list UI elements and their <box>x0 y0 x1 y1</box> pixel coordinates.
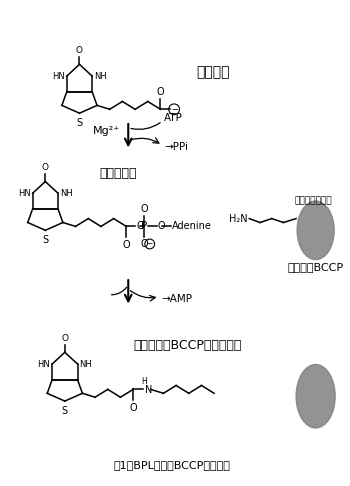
Text: O: O <box>130 403 137 413</box>
Text: HN: HN <box>37 360 50 368</box>
Text: HN: HN <box>18 189 31 198</box>
Text: ATP: ATP <box>164 113 183 123</box>
Text: O: O <box>42 163 49 172</box>
Text: 特定リジン残基: 特定リジン残基 <box>295 196 332 206</box>
Text: HN: HN <box>52 71 65 81</box>
Text: →AMP: →AMP <box>161 294 192 304</box>
Text: S: S <box>42 235 48 245</box>
Text: Mg²⁺: Mg²⁺ <box>93 126 120 136</box>
Text: S: S <box>62 406 68 416</box>
Text: H₂N: H₂N <box>229 214 247 224</box>
Text: O: O <box>157 87 164 97</box>
Text: P: P <box>141 222 147 231</box>
Ellipse shape <box>297 201 334 260</box>
Text: O: O <box>140 204 148 214</box>
Ellipse shape <box>296 364 335 428</box>
Text: −: − <box>147 240 153 248</box>
Text: O: O <box>140 239 148 249</box>
Text: 不活性型BCCP: 不活性型BCCP <box>288 261 344 272</box>
Text: O: O <box>76 46 83 54</box>
Text: Adenine: Adenine <box>172 222 212 231</box>
Text: NH: NH <box>79 360 92 368</box>
Text: N: N <box>145 385 152 396</box>
Text: NH: NH <box>60 189 73 198</box>
Text: O: O <box>122 240 130 250</box>
Text: ビオチン: ビオチン <box>197 65 230 79</box>
Text: H: H <box>141 378 147 386</box>
Text: −: − <box>171 105 178 114</box>
Text: O: O <box>158 222 165 231</box>
Text: S: S <box>76 118 83 128</box>
Text: 図1　BPLによるBCCPの活性化: 図1 BPLによるBCCPの活性化 <box>114 460 231 469</box>
Text: →PPi: →PPi <box>164 142 188 152</box>
Text: O: O <box>61 333 68 343</box>
Text: O: O <box>136 222 144 231</box>
Text: NH: NH <box>94 71 107 81</box>
Text: ビオチン化BCCP（活性型）: ビオチン化BCCP（活性型） <box>133 339 242 352</box>
Text: 反応中間体: 反応中間体 <box>99 167 136 180</box>
